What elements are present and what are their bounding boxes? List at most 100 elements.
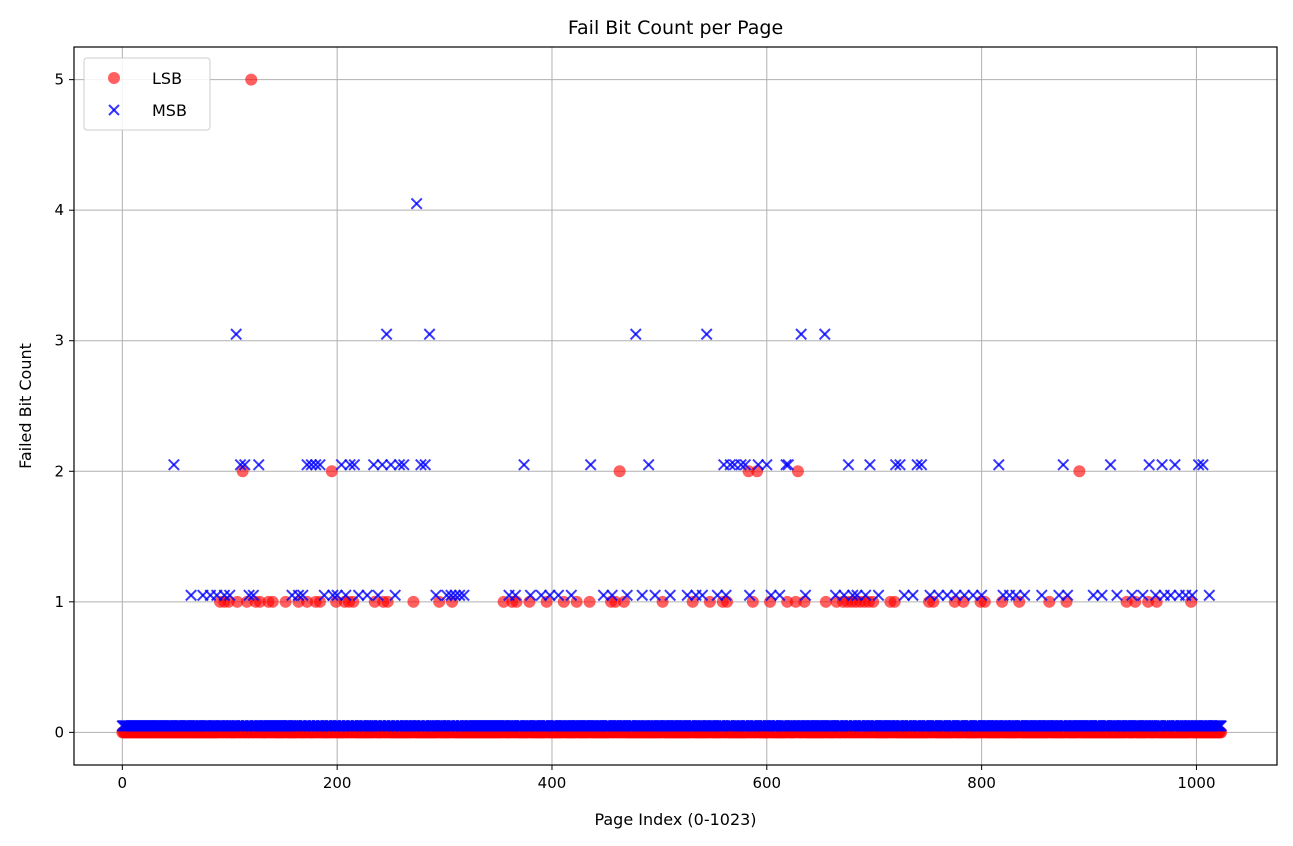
msb-point-stroke [795, 328, 808, 341]
msb-point [238, 458, 251, 471]
msb-point-stroke [842, 458, 855, 471]
msb-point [752, 458, 765, 471]
msb-point-stroke [1192, 458, 1205, 471]
msb-point [975, 589, 988, 602]
msb-point [967, 589, 979, 602]
x-tick-label: 800 [967, 774, 996, 792]
msb-point [842, 458, 855, 471]
msb-point [846, 589, 859, 602]
lsb-point [1073, 465, 1086, 478]
msb-point-stroke [348, 458, 361, 471]
msb-point-stroke [681, 589, 694, 602]
msb-point-stroke [247, 589, 260, 602]
msb-point-stroke [361, 589, 374, 602]
msb-point [543, 589, 556, 602]
msb-point [326, 589, 339, 602]
lsb-point [266, 595, 279, 608]
msb-point-stroke [384, 458, 397, 471]
msb-point [348, 458, 361, 471]
msb-point-stroke [389, 589, 402, 602]
msb-point-stroke [696, 589, 709, 602]
msb-point [859, 589, 872, 602]
msb-point [305, 458, 318, 471]
lsb-point [888, 595, 901, 608]
msb-point [780, 458, 793, 471]
msb-point [992, 458, 1005, 471]
msb-point [621, 589, 634, 602]
msb-point-stroke [326, 589, 339, 602]
msb-point [765, 589, 778, 602]
msb-point [352, 589, 365, 602]
msb-point-stroke [524, 589, 537, 602]
msb-point [453, 589, 466, 602]
msb-point-stroke [243, 589, 255, 602]
msb-point-stroke [372, 589, 384, 602]
msb-point [423, 328, 436, 341]
msb-point-stroke [218, 589, 231, 602]
msb-point [649, 589, 661, 602]
msb-point-stroke [735, 458, 747, 471]
msb-point [932, 589, 945, 602]
msb-point [1096, 589, 1108, 602]
msb-point-stroke [760, 458, 773, 471]
msb-point-stroke [967, 589, 979, 602]
msb-point-stroke [230, 328, 243, 341]
legend-label-lsb: LSB [152, 69, 182, 88]
msb-point [795, 328, 808, 341]
msb-point-stroke [318, 589, 331, 602]
msb-point-stroke [711, 589, 724, 602]
msb-point-stroke [1203, 589, 1216, 602]
msb-point-stroke [1111, 589, 1123, 602]
msb-point [449, 589, 462, 602]
y-tick-label: 5 [54, 71, 64, 89]
msb-point [1126, 589, 1138, 602]
msb-point [724, 458, 737, 471]
msb-point [457, 589, 470, 602]
msb-point-stroke [367, 458, 380, 471]
msb-point [1111, 589, 1123, 602]
msb-point [552, 589, 565, 602]
msb-point-stroke [1126, 589, 1138, 602]
msb-point-stroke [296, 589, 309, 602]
msb-point-stroke [829, 589, 842, 602]
msb-point [700, 328, 713, 341]
msb-point [339, 589, 352, 602]
msb-point [1104, 458, 1117, 471]
msb-point [720, 589, 732, 602]
msb-point [430, 589, 442, 602]
msb-point [1053, 589, 1065, 602]
msb-point-stroke [924, 589, 936, 602]
msb-point-stroke [1057, 458, 1070, 471]
msb-point-stroke [864, 458, 876, 471]
msb-point-stroke [305, 458, 318, 471]
msb-point-stroke [724, 458, 737, 471]
msb-point [344, 458, 356, 471]
msb-series [116, 197, 1228, 732]
msb-point-stroke [419, 458, 432, 471]
msb-point-stroke [376, 458, 389, 471]
msb-point-stroke [992, 458, 1005, 471]
x-tick-label: 0 [118, 774, 128, 792]
legend-box [83, 57, 211, 131]
msb-point [696, 589, 709, 602]
msb-point-stroke [543, 589, 556, 602]
msb-point [924, 589, 936, 602]
msb-point-stroke [851, 589, 863, 602]
msb-point-stroke [1149, 589, 1162, 602]
msb-point [829, 589, 842, 602]
msb-point [335, 458, 348, 471]
msb-point [711, 589, 724, 602]
msb-point [1136, 589, 1149, 602]
msb-point-stroke [238, 458, 251, 471]
lsb-point [245, 73, 258, 86]
msb-point [1192, 458, 1205, 471]
msb-point [410, 197, 423, 210]
msb-point-stroke [958, 589, 971, 602]
msb-point [597, 589, 610, 602]
msb-point [889, 458, 902, 471]
msb-point-stroke [552, 589, 565, 602]
msb-point [864, 458, 876, 471]
msb-point [1149, 589, 1162, 602]
lsb-point [613, 465, 626, 478]
